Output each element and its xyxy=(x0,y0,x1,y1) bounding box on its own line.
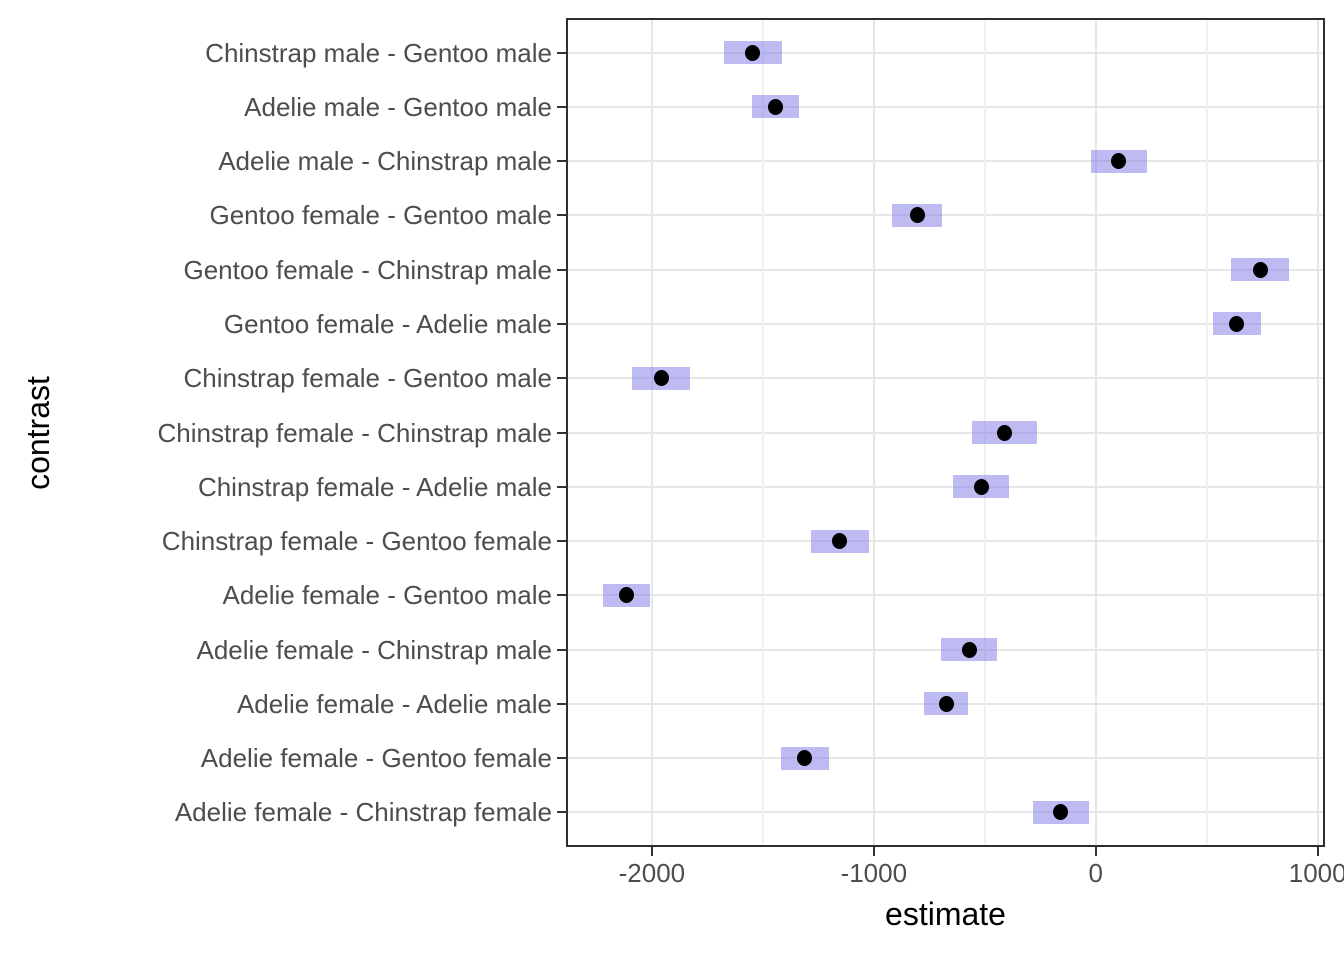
gridline-horizontal xyxy=(568,51,1323,54)
y-axis-title: contrast xyxy=(20,376,56,490)
y-axis-tick-mark xyxy=(557,214,568,217)
y-axis-tick-mark xyxy=(557,51,568,54)
gridline-vertical-major xyxy=(1094,20,1097,845)
estimate-point xyxy=(618,587,634,604)
gridline-horizontal xyxy=(568,757,1323,760)
gridline-vertical-major xyxy=(650,20,653,845)
y-axis-tick-label: Gentoo female - Chinstrap male xyxy=(183,254,552,285)
gridline-horizontal xyxy=(568,594,1323,597)
gridline-vertical-major xyxy=(1316,20,1319,845)
gridline-horizontal xyxy=(568,377,1323,380)
y-axis-tick-label: Chinstrap female - Chinstrap male xyxy=(157,417,553,448)
estimate-point xyxy=(961,641,977,658)
y-axis-tick-label: Adelie female - Chinstrap female xyxy=(174,797,552,828)
gridline-horizontal xyxy=(568,540,1323,543)
y-axis-tick-label: Adelie female - Adelie male xyxy=(236,688,552,719)
x-axis-tick-mark xyxy=(872,847,875,856)
x-axis-title: estimate xyxy=(885,896,1006,932)
gridline-horizontal xyxy=(568,431,1323,434)
estimate-point xyxy=(745,44,761,61)
estimate-point xyxy=(909,207,925,224)
estimate-point xyxy=(832,533,848,550)
x-axis-tick-label: -1000 xyxy=(840,858,908,888)
y-axis-tick-label: Adelie male - Chinstrap male xyxy=(218,146,552,177)
gridline-vertical-minor xyxy=(1205,20,1208,845)
x-axis-tick-mark xyxy=(650,847,653,856)
gridline-vertical-minor xyxy=(761,20,764,845)
y-axis-tick-mark xyxy=(557,702,568,705)
y-axis-tick-mark xyxy=(557,757,568,760)
estimate-point xyxy=(653,370,669,387)
estimate-point xyxy=(938,695,954,712)
gridline-vertical-major xyxy=(872,20,875,845)
x-axis-tick-mark xyxy=(1316,847,1319,856)
y-axis-tick-label: Chinstrap male - Gentoo male xyxy=(205,37,552,68)
y-axis-tick-label: Chinstrap female - Gentoo male xyxy=(183,363,552,394)
y-axis-tick-label: Adelie female - Gentoo female xyxy=(200,743,552,774)
estimate-point xyxy=(996,424,1012,441)
y-axis-tick-mark xyxy=(557,160,568,163)
estimate-point xyxy=(1111,153,1127,170)
gridline-horizontal xyxy=(568,322,1323,325)
gridline-horizontal xyxy=(568,214,1323,217)
estimate-point xyxy=(973,478,989,495)
plot-panel xyxy=(568,20,1323,845)
estimate-point xyxy=(1053,804,1069,821)
y-axis-tick-mark xyxy=(557,268,568,271)
y-axis-tick-label: Adelie female - Gentoo male xyxy=(222,580,552,611)
y-axis-tick-mark xyxy=(557,322,568,325)
y-axis-tick-label: Gentoo female - Adelie male xyxy=(223,308,552,339)
y-axis-tick-label: Chinstrap female - Gentoo female xyxy=(161,526,552,557)
y-axis-tick-mark xyxy=(557,594,568,597)
gridline-horizontal xyxy=(568,268,1323,271)
y-axis-tick-mark xyxy=(557,377,568,380)
y-axis-tick-mark xyxy=(557,431,568,434)
gridline-horizontal xyxy=(568,485,1323,488)
y-axis-tick-mark xyxy=(557,540,568,543)
y-axis-tick-mark xyxy=(557,811,568,814)
estimate-point xyxy=(1252,261,1268,278)
estimate-point xyxy=(1229,315,1245,332)
y-axis-tick-mark xyxy=(557,485,568,488)
x-axis-tick-mark xyxy=(1094,847,1097,856)
x-axis-tick-label: 0 xyxy=(1088,858,1103,888)
estimate-point xyxy=(768,98,784,115)
gridline-horizontal xyxy=(568,811,1323,814)
y-axis-tick-label: Adelie female - Chinstrap male xyxy=(196,634,553,665)
y-axis-tick-label: Adelie male - Gentoo male xyxy=(244,91,552,122)
y-axis-tick-label: Chinstrap female - Adelie male xyxy=(197,471,552,502)
x-axis-tick-label: -2000 xyxy=(618,858,686,888)
x-axis-tick-label: 1000 xyxy=(1288,858,1344,888)
y-axis-tick-mark xyxy=(557,648,568,651)
gridline-horizontal xyxy=(568,160,1323,163)
y-axis-tick-label: Gentoo female - Gentoo male xyxy=(209,200,552,231)
gridline-horizontal xyxy=(568,105,1323,108)
y-axis-tick-mark xyxy=(557,105,568,108)
estimate-point xyxy=(797,750,813,767)
